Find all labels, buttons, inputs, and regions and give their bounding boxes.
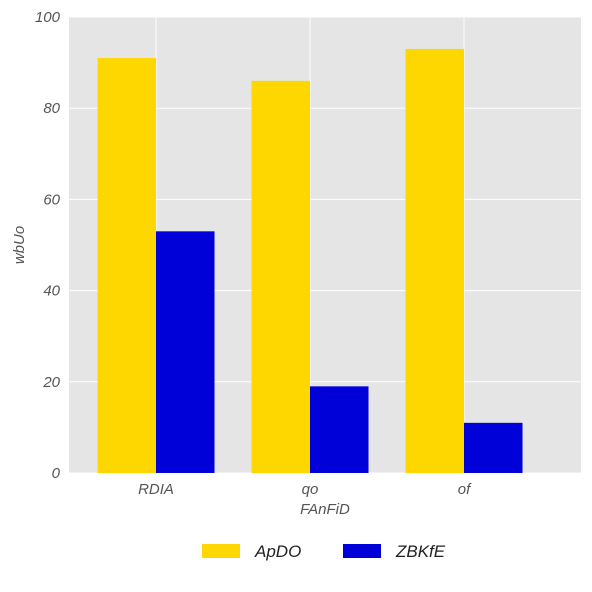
bars	[97, 48, 523, 474]
y-axis-label: wbUo	[11, 226, 28, 264]
bar	[310, 386, 369, 473]
legend-label: ApDO	[254, 542, 301, 561]
legend-swatch	[343, 544, 381, 558]
y-tick-label: 100	[35, 9, 61, 26]
bar	[156, 231, 215, 473]
x-tick-labels: RDIA qo of	[138, 481, 472, 498]
legend: ApDO ZBKfE	[202, 542, 446, 561]
x-tick-label: of	[458, 481, 472, 498]
y-tick-label: 60	[43, 191, 60, 208]
legend-label: ZBKfE	[395, 542, 446, 561]
bar	[97, 58, 156, 473]
x-axis-label: FAnFiD	[300, 501, 350, 518]
y-tick-label: 20	[42, 374, 60, 391]
y-tick-label: 80	[43, 100, 60, 117]
x-tick-label: RDIA	[138, 481, 174, 498]
y-tick-label: 0	[52, 465, 61, 482]
bar	[464, 422, 523, 473]
legend-swatch	[202, 544, 240, 558]
bar	[251, 80, 310, 473]
y-tick-label: 40	[43, 283, 60, 300]
bar	[405, 48, 464, 474]
y-tick-labels: 0 20 40 60 80 100	[35, 9, 61, 482]
x-tick-label: qo	[302, 481, 319, 498]
